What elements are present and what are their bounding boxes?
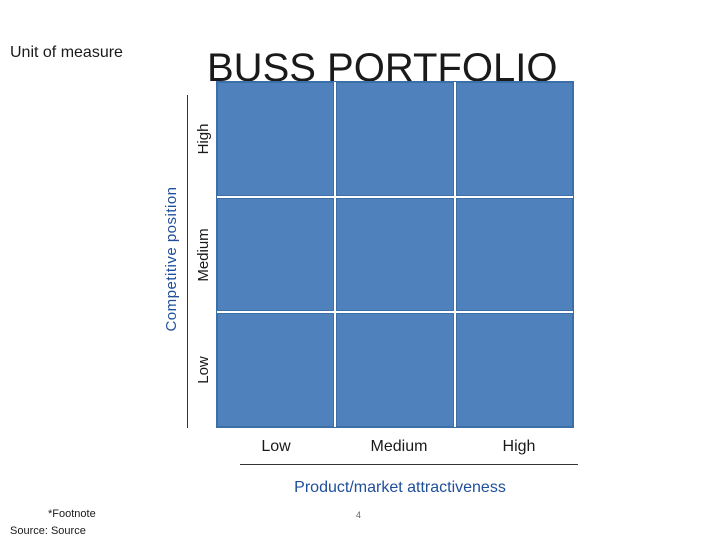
y-axis-title: Competitive position [163, 186, 180, 332]
matrix-cell-medium-high[interactable] [455, 197, 573, 312]
y-tick-low: Low [195, 356, 212, 384]
footnote: *Footnote [48, 508, 96, 520]
x-tick-low: Low [261, 438, 291, 455]
matrix-cell-low-low[interactable] [217, 313, 335, 427]
matrix-cell-medium-medium[interactable] [336, 197, 454, 312]
y-axis-line [187, 95, 188, 428]
x-tick-medium: Medium [370, 438, 428, 455]
unit-of-measure-label: Unit of measure [10, 44, 123, 61]
matrix-cell-high-high[interactable] [455, 82, 573, 196]
x-axis-title: Product/market attractiveness [294, 479, 506, 496]
page-number: 4 [356, 510, 362, 520]
matrix-cell-high-low[interactable] [217, 82, 335, 196]
matrix-cell-medium-low[interactable] [217, 197, 335, 312]
y-tick-medium: Medium [195, 228, 212, 282]
source-note: Source: Source [10, 525, 86, 537]
x-tick-high: High [502, 438, 536, 455]
matrix-cell-high-medium[interactable] [336, 82, 454, 196]
portfolio-matrix [216, 81, 574, 428]
matrix-cell-low-medium[interactable] [336, 313, 454, 427]
y-tick-high: High [195, 123, 212, 155]
x-axis-line [240, 464, 578, 465]
matrix-cell-low-high[interactable] [455, 313, 573, 427]
